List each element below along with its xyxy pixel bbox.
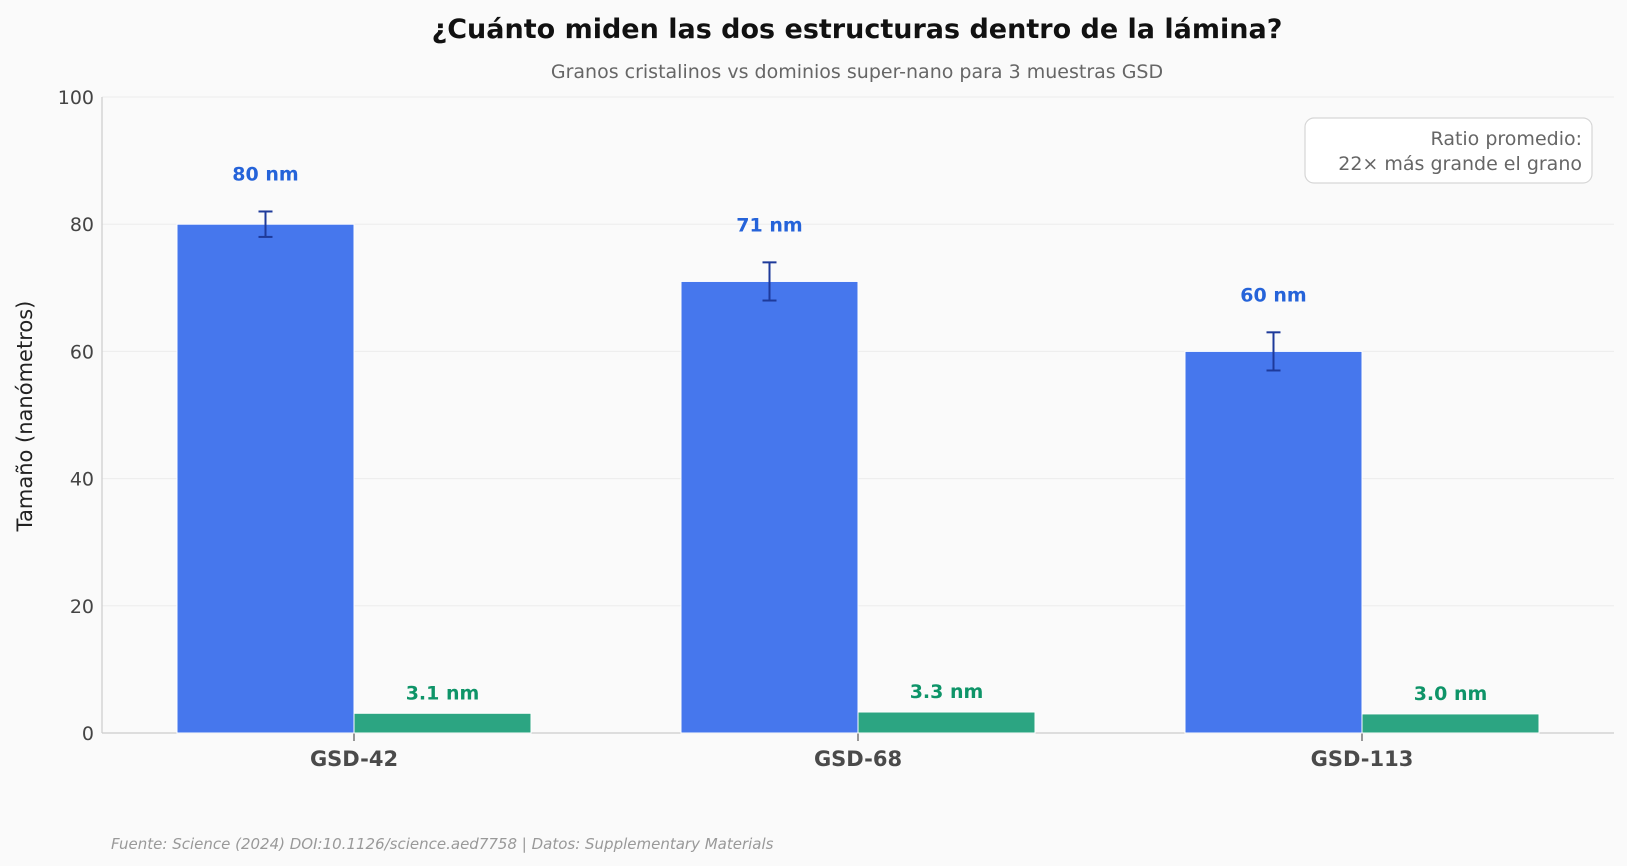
grain-value-label: 60 nm xyxy=(1240,284,1306,306)
domain-bar xyxy=(353,712,532,734)
y-tick-label: 60 xyxy=(70,341,94,363)
annotation-line-2: 22× más grande el grano xyxy=(1338,153,1582,175)
grain-value-label: 80 nm xyxy=(232,163,298,185)
y-tick-label: 40 xyxy=(70,469,94,491)
y-tick-label: 80 xyxy=(70,214,94,236)
grain-bar xyxy=(1184,350,1363,734)
x-tick-label: GSD-68 xyxy=(814,747,902,771)
data-labels: 80 nm 3.1 nm 71 nm 3.3 nm 60 nm 3.0 nm xyxy=(232,163,1487,704)
grain-value-label: 71 nm xyxy=(736,214,802,236)
y-axis-label: Tamaño (nanómetros) xyxy=(13,301,37,533)
x-tick-label: GSD-42 xyxy=(310,747,398,771)
x-tick-label: GSD-113 xyxy=(1311,747,1414,771)
annotation-frame xyxy=(1304,117,1593,184)
y-tick-label: 0 xyxy=(82,723,94,745)
domain-bar xyxy=(1361,713,1540,734)
grain-bar xyxy=(680,280,859,734)
source-note: Fuente: Science (2024) DOI:10.1126/scien… xyxy=(111,835,774,853)
bars xyxy=(176,210,1540,734)
y-tick-label: 100 xyxy=(58,87,94,109)
grain-bar xyxy=(176,223,355,734)
domain-value-label: 3.3 nm xyxy=(910,681,984,703)
ratio-annotation: Ratio promedio: 22× más grande el grano xyxy=(1304,117,1593,184)
chart-subtitle: Granos cristalinos vs dominios super-nan… xyxy=(551,61,1163,83)
domain-value-label: 3.1 nm xyxy=(406,682,480,704)
annotation-line-1: Ratio promedio: xyxy=(1431,128,1582,150)
chart-title: ¿Cuánto miden las dos estructuras dentro… xyxy=(432,14,1283,45)
domain-bar xyxy=(857,711,1036,734)
y-tick-label: 20 xyxy=(70,596,94,618)
domain-value-label: 3.0 nm xyxy=(1414,683,1488,705)
